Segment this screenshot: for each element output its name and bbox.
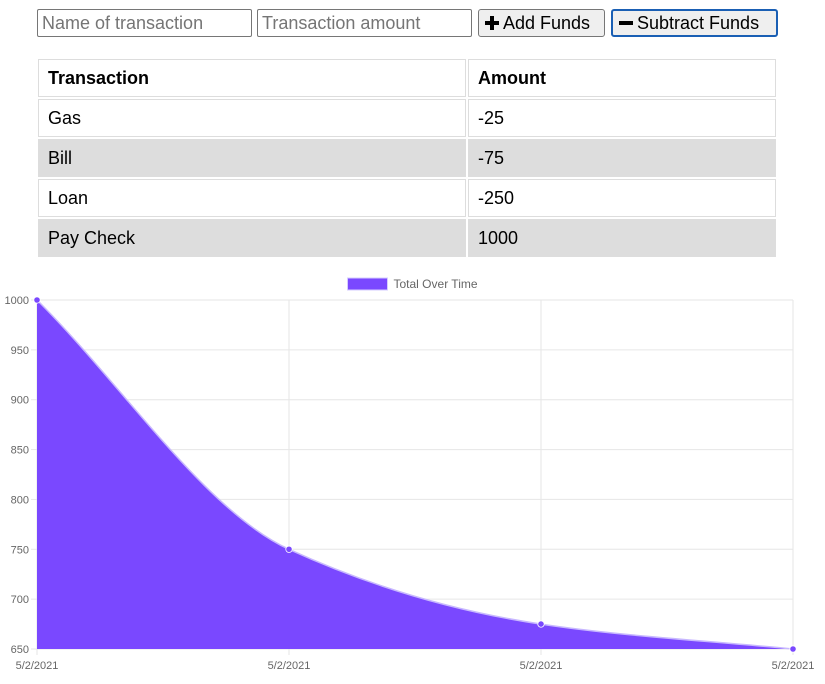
transaction-name-cell: Gas	[38, 99, 466, 137]
data-point	[33, 296, 41, 304]
plus-icon	[485, 16, 499, 30]
y-tick-label: 750	[11, 544, 29, 556]
transaction-name-cell: Loan	[38, 179, 466, 217]
column-header-transaction: Transaction	[38, 59, 466, 97]
transaction-amount-cell: 1000	[468, 219, 776, 257]
y-tick-label: 650	[11, 644, 29, 656]
total-over-time-chart: Total Over Time 1000 950 900 850 800 750 700 650…	[5, 277, 815, 672]
y-tick-label: 800	[11, 494, 29, 506]
x-tick-label: 5/2/2021	[772, 660, 815, 672]
table-row: Gas -25	[38, 99, 776, 137]
add-funds-label: Add Funds	[503, 12, 591, 33]
transaction-amount-cell: -75	[468, 139, 776, 177]
table-header-row: Transaction Amount	[38, 59, 776, 97]
transactions-table: Transaction Amount Gas -25 Bill -75 Loan…	[36, 57, 778, 259]
series-area	[37, 300, 793, 649]
x-tick-label: 5/2/2021	[520, 660, 563, 672]
table-row: Loan -250	[38, 179, 776, 217]
transaction-amount-cell: -25	[468, 99, 776, 137]
x-tick-label: 5/2/2021	[268, 660, 311, 672]
y-tick-label: 700	[11, 594, 29, 606]
transaction-amount-cell: -250	[468, 179, 776, 217]
legend-label: Total Over Time	[394, 277, 478, 291]
minus-icon	[619, 16, 633, 30]
column-header-amount: Amount	[468, 59, 776, 97]
x-tick-label: 5/2/2021	[16, 660, 59, 672]
data-point	[285, 545, 293, 553]
table-row: Bill -75	[38, 139, 776, 177]
y-tick-label: 850	[11, 445, 29, 457]
series-line	[36, 299, 794, 650]
transaction-amount-input[interactable]	[257, 9, 472, 37]
transaction-name-cell: Bill	[38, 139, 466, 177]
transaction-name-input[interactable]	[37, 9, 252, 37]
y-tick-label: 1000	[5, 295, 29, 307]
data-point	[537, 620, 545, 628]
y-tick-label: 950	[11, 345, 29, 357]
subtract-funds-button[interactable]: Subtract Funds	[611, 9, 778, 37]
table-row: Pay Check 1000	[38, 219, 776, 257]
y-tick-label: 900	[11, 395, 29, 407]
transaction-name-cell: Pay Check	[38, 219, 466, 257]
legend-swatch	[347, 277, 388, 291]
add-funds-button[interactable]: Add Funds	[478, 9, 605, 37]
subtract-funds-label: Subtract Funds	[637, 12, 760, 33]
data-point	[789, 645, 797, 653]
